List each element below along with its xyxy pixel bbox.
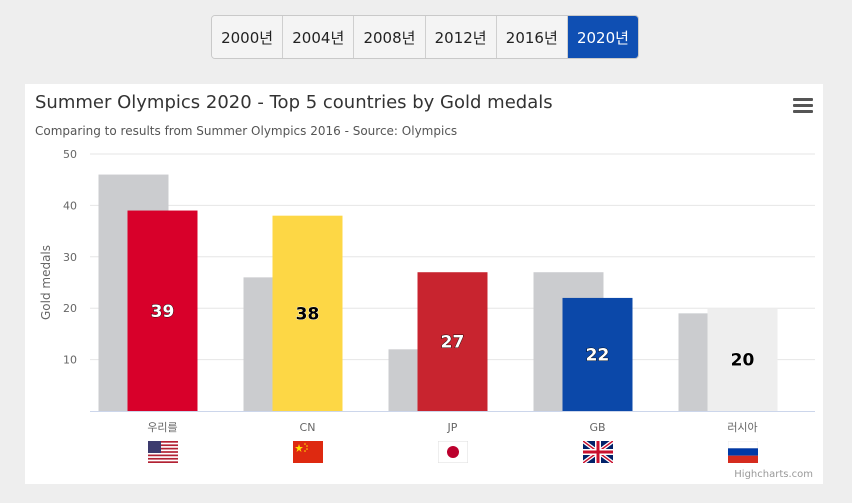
data-label: 22 <box>586 345 610 365</box>
year-tab-2020[interactable]: 2020년 <box>567 16 638 58</box>
chart-container: Summer Olympics 2020 - Top 5 countries b… <box>25 84 823 484</box>
year-tab-2000[interactable]: 2000년 <box>212 16 284 58</box>
data-label: 38 <box>296 304 320 324</box>
data-label: 27 <box>441 333 465 353</box>
chart-plot: 10 20 30 40 50 Gold medals 39 우리를 38 CN 27 JP 22 GB 20… <box>39 148 815 434</box>
us-flag-icon <box>147 441 178 463</box>
chart-subtitle: Comparing to results from Summer Olympic… <box>35 124 458 138</box>
x-tick-label: CN <box>300 421 316 434</box>
x-tick-label: 우리를 <box>147 421 177 434</box>
bar-current <box>562 297 633 411</box>
chart-title: Summer Olympics 2020 - Top 5 countries b… <box>35 92 553 113</box>
year-tabs: 2000년 2004년 2008년 2012년 2016년 2020년 <box>211 15 639 59</box>
y-tick-label: 10 <box>63 354 77 367</box>
y-axis-label: Gold medals <box>39 245 53 320</box>
x-tick-label: GB <box>589 421 605 434</box>
y-tick-label: 40 <box>63 199 77 212</box>
bar-current <box>707 308 778 411</box>
uk-flag-icon <box>582 441 613 463</box>
year-tab-2004[interactable]: 2004년 <box>283 16 355 58</box>
bar-current <box>127 210 198 411</box>
data-label: 20 <box>731 351 755 371</box>
credits-link[interactable]: Highcharts.com <box>734 469 813 480</box>
y-tick-label: 50 <box>63 148 77 161</box>
y-tick-label: 20 <box>63 302 77 315</box>
bar-current <box>417 272 488 411</box>
japan-flag-icon <box>437 441 468 463</box>
bar-current <box>272 215 343 411</box>
year-tab-2012[interactable]: 2012년 <box>425 16 497 58</box>
x-tick-label: 러시아 <box>727 421 757 434</box>
data-label: 39 <box>151 302 175 322</box>
year-tab-2016[interactable]: 2016년 <box>496 16 568 58</box>
hamburger-menu-icon[interactable] <box>793 98 813 114</box>
china-flag-icon <box>292 441 323 463</box>
russia-flag-icon <box>727 441 758 463</box>
y-tick-label: 30 <box>63 251 77 264</box>
year-tab-2008[interactable]: 2008년 <box>354 16 426 58</box>
x-tick-label: JP <box>447 421 458 434</box>
